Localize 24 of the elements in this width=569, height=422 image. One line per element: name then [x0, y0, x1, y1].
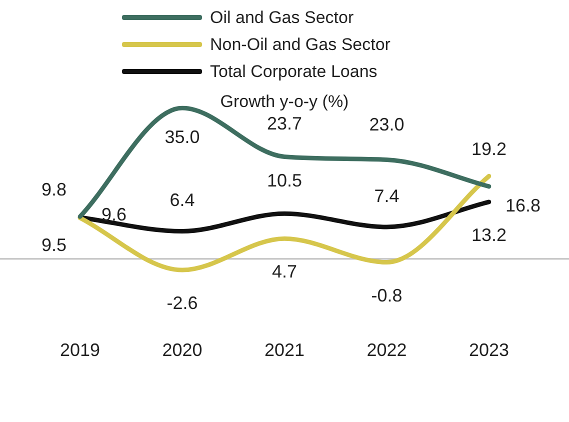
x-tick-label: 2022: [366, 340, 407, 360]
data-label: 4.7: [272, 262, 298, 282]
x-tick-label: 2019: [60, 340, 100, 360]
x-tick-label: 2023: [468, 340, 509, 360]
data-label: 16.8: [505, 195, 540, 216]
data-label: 6.4: [170, 190, 195, 210]
data-label: 23.0: [369, 114, 404, 135]
chart-subtitle: Growth y-o-y (%): [219, 92, 350, 112]
data-label: 35.0: [164, 126, 200, 147]
legend-label: Non-Oil and Gas Sector: [210, 34, 390, 54]
data-label: 9.8: [42, 180, 67, 200]
data-label: 10.5: [266, 170, 302, 191]
data-label: 7.4: [374, 186, 400, 206]
legend-label: Oil and Gas Sector: [210, 8, 354, 28]
data-label: 9.5: [42, 234, 67, 255]
data-label: -2.6: [166, 293, 198, 314]
data-label: 23.7: [266, 114, 302, 134]
data-label: 9.6: [102, 204, 127, 224]
data-label: 19.2: [471, 139, 506, 160]
data-label: 13.2: [471, 224, 506, 245]
legend-label: Total Corporate Loans: [210, 62, 378, 82]
x-tick-label: 2020: [162, 340, 202, 360]
data-label: -0.8: [371, 285, 402, 306]
x-tick-label: 2021: [264, 340, 305, 360]
